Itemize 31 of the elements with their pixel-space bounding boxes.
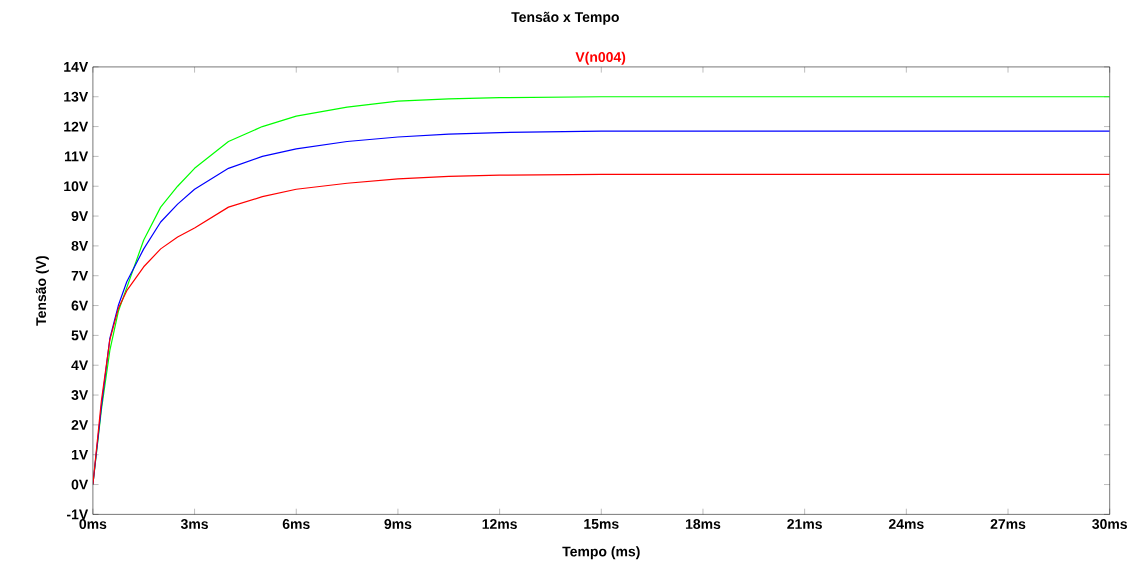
x-tick-label: 6ms	[282, 518, 310, 529]
chart-title: Tensão x Tempo	[511, 11, 619, 25]
y-tick-label: -1V	[66, 509, 89, 520]
x-tick-label: 24ms	[888, 518, 924, 529]
x-axis-title: Tempo (ms)	[562, 545, 640, 560]
y-tick-label: 8V	[71, 240, 89, 251]
y-tick-label: 5V	[71, 330, 89, 341]
y-tick-label: 2V	[71, 419, 89, 430]
x-tick-label: 0ms	[79, 518, 107, 529]
y-axis-title: Tensão (V)	[35, 255, 49, 326]
y-tick-label: 10V	[64, 181, 89, 192]
y-tick-label: 13V	[64, 91, 89, 102]
text: V(n004)	[575, 51, 626, 65]
x-tick-label: 9ms	[384, 518, 412, 529]
y-tick-label: 1V	[71, 449, 89, 460]
x-tick-label: 15ms	[584, 518, 619, 529]
y-tick-label: 6V	[71, 300, 89, 311]
x-tick-label: 18ms	[685, 518, 721, 529]
y-tick-label: 0V	[71, 479, 89, 490]
x-tick-label: 12ms	[482, 518, 517, 529]
x-tick-label: 27ms	[990, 518, 1026, 529]
y-tick-label: 7V	[71, 270, 89, 281]
y-tick-label: 11V	[64, 151, 89, 162]
y-tick-label: 3V	[71, 389, 89, 400]
y-tick-label: 14V	[64, 61, 89, 72]
y-tick-label: 9V	[71, 210, 89, 221]
x-tick-label: 21ms	[787, 518, 822, 529]
y-tick-label: 12V	[64, 121, 89, 132]
x-tick-label: 3ms	[180, 518, 208, 529]
x-tick-label: 30ms	[1092, 518, 1127, 529]
y-tick-label: 4V	[71, 360, 89, 370]
